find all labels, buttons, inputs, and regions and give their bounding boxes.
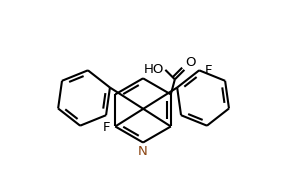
Text: F: F xyxy=(205,64,212,77)
Text: F: F xyxy=(102,121,110,134)
Text: N: N xyxy=(138,145,148,158)
Text: HO: HO xyxy=(144,63,164,76)
Text: O: O xyxy=(185,56,196,69)
